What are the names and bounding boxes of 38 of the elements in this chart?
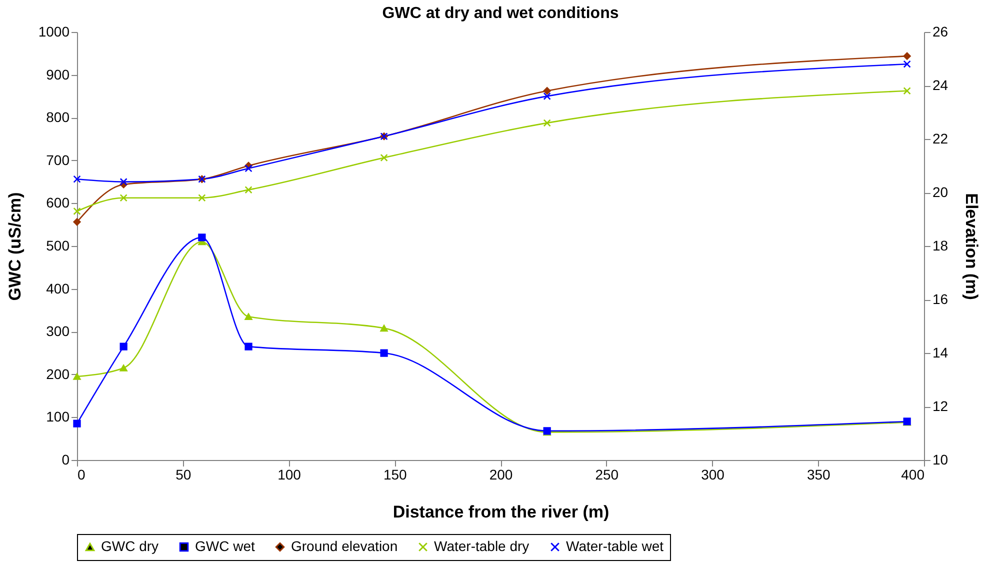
x-tick-label: 0 <box>78 466 86 482</box>
x-tick-label: 200 <box>489 466 513 482</box>
x-tick-label: 400 <box>901 466 925 482</box>
y-tick-label: 100 <box>46 408 70 425</box>
y-tick-label: 500 <box>46 238 70 254</box>
y2-tick-label: 14 <box>932 344 948 360</box>
chart-title: GWC at dry and wet conditions <box>382 5 619 22</box>
y-tick-label: 900 <box>46 66 70 82</box>
y-tick-label: 300 <box>46 323 70 340</box>
y-tick-label: 700 <box>46 152 70 168</box>
y2-axis-title: Elevation (m) <box>962 193 982 300</box>
y-tick-label: 1000 <box>38 24 70 40</box>
y2-tick-label: 18 <box>932 238 948 254</box>
y2-tick-label: 26 <box>932 24 948 40</box>
x-tick-label: 350 <box>806 466 831 482</box>
y-axis-title: GWC (uS/cm) <box>5 192 24 301</box>
y-tick-label: 200 <box>46 366 70 382</box>
y2-tick-label: 22 <box>932 130 948 146</box>
x-axis-title: Distance from the river (m) <box>392 502 610 522</box>
y2-tick-label: 20 <box>932 184 948 200</box>
y-tick-label: 800 <box>46 109 70 126</box>
legend-label: Ground elevation <box>291 538 398 554</box>
y2-tick-label: 10 <box>932 452 948 468</box>
legend-label: GWC dry <box>101 538 159 554</box>
y-tick-label: 400 <box>46 280 70 296</box>
y-tick-label: 600 <box>46 194 70 211</box>
y2-tick-label: 12 <box>932 398 948 414</box>
x-tick-label: 50 <box>176 466 192 482</box>
y2-tick-label: 24 <box>932 77 948 93</box>
x-tick-label: 300 <box>701 466 725 482</box>
legend-label: GWC wet <box>195 538 255 554</box>
legend-label: Water-table dry <box>434 538 530 554</box>
legend-label: Water-table wet <box>566 538 664 554</box>
y-tick-label: 0 <box>62 452 70 468</box>
y2-tick-label: 16 <box>932 291 948 307</box>
x-tick-label: 150 <box>383 466 408 482</box>
x-tick-label: 100 <box>278 466 302 482</box>
x-tick-label: 250 <box>595 466 619 482</box>
